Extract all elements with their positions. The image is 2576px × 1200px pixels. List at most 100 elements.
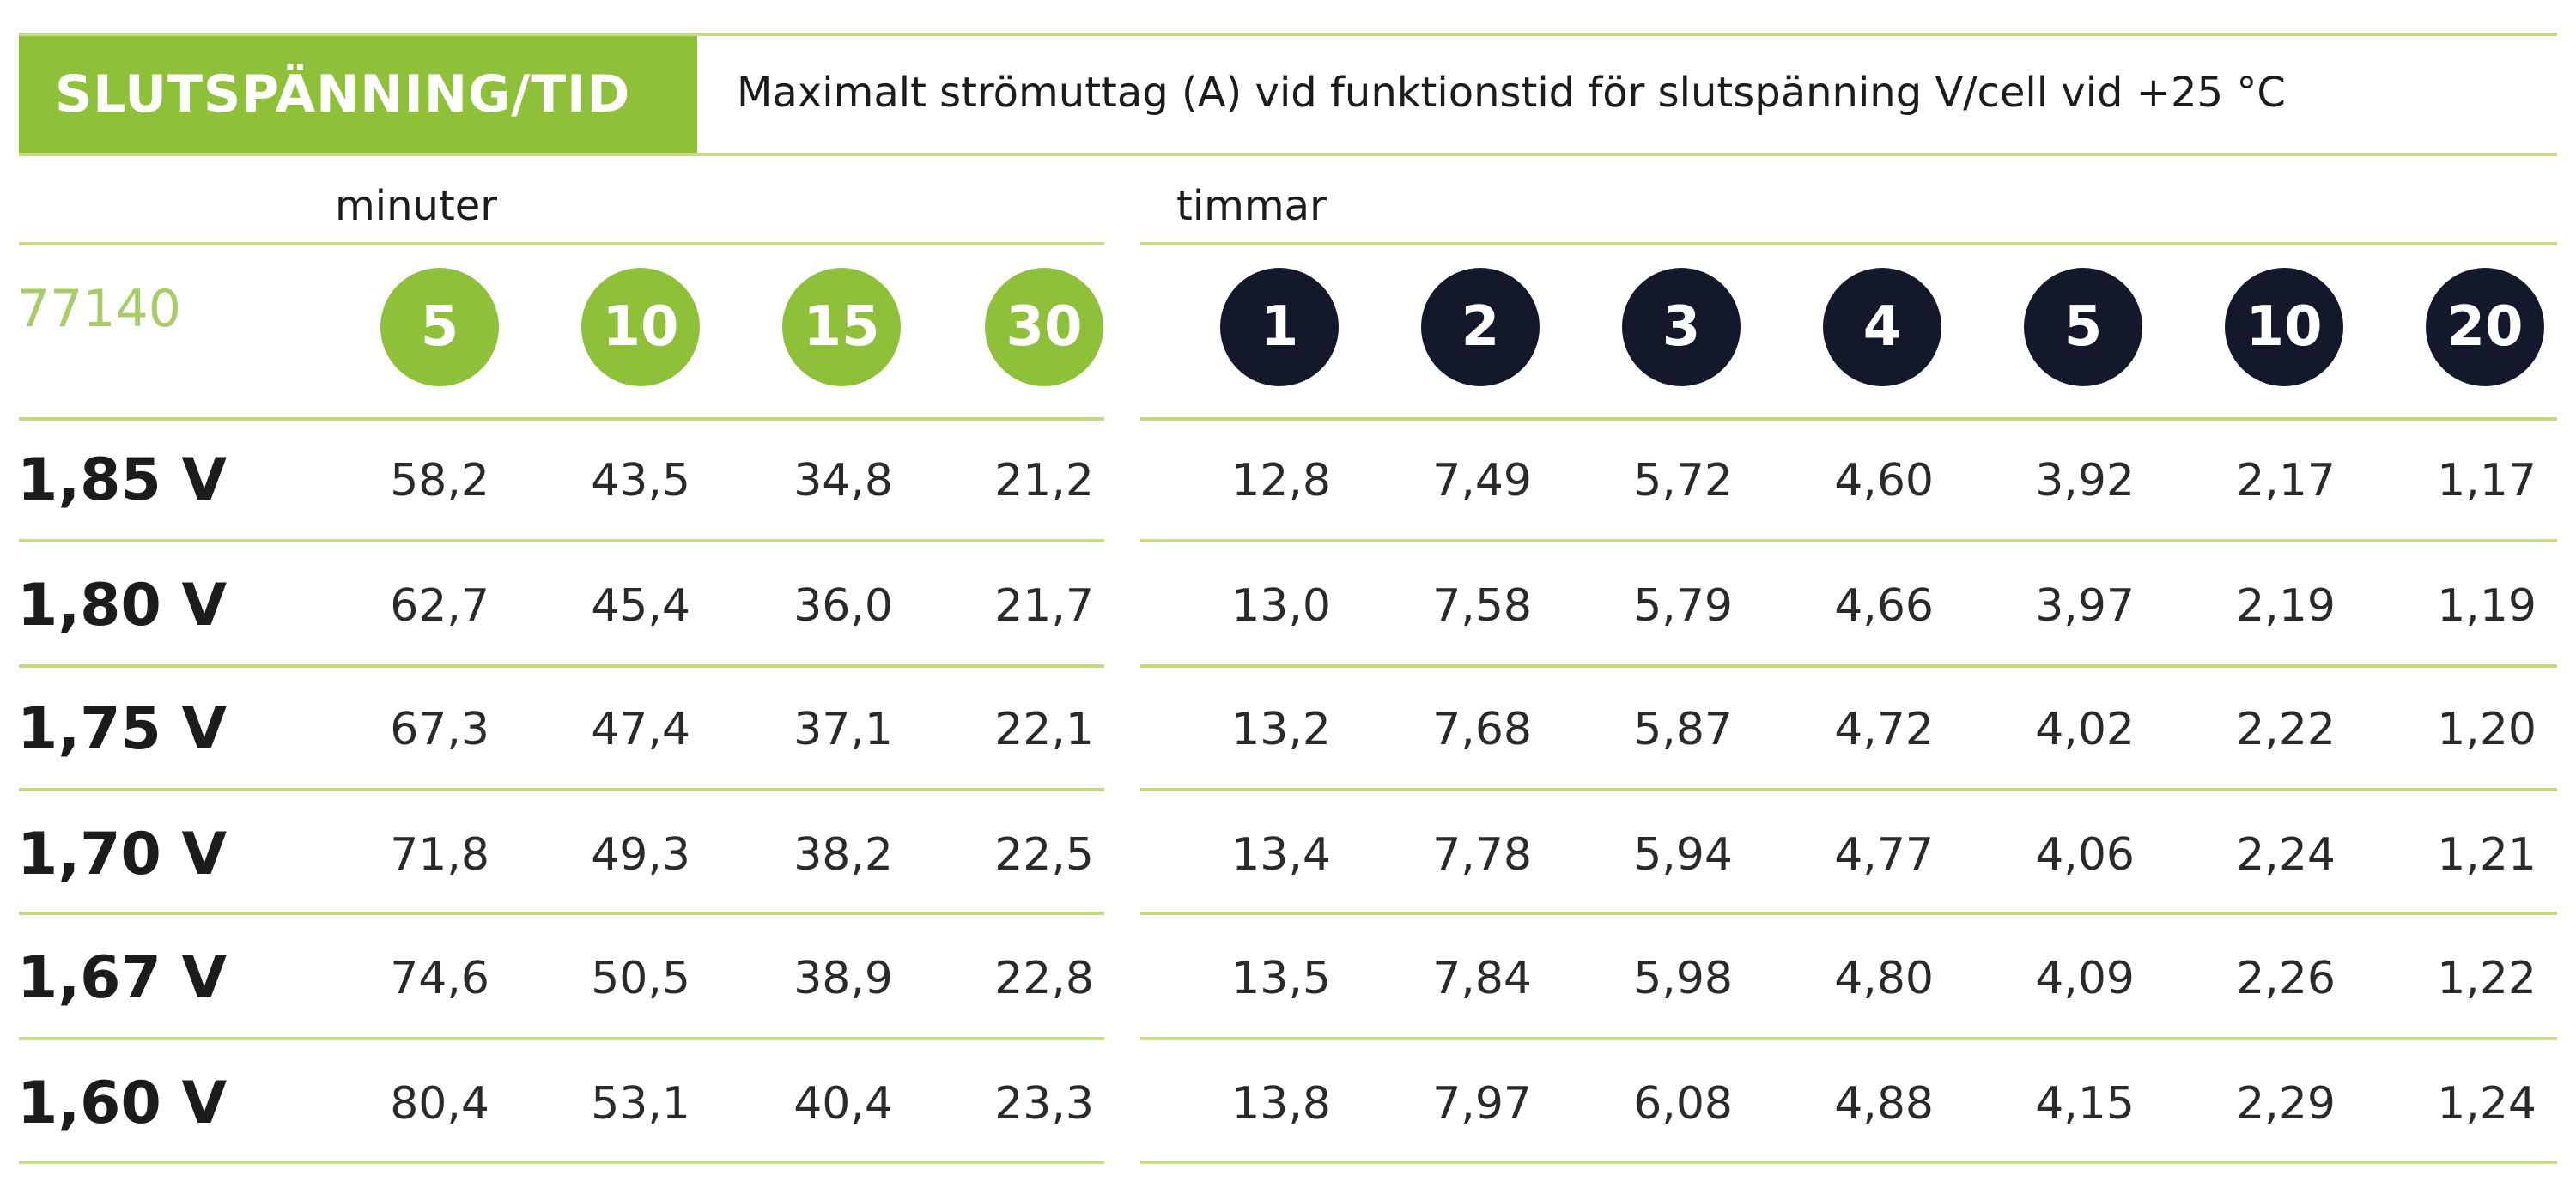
current-value-cell: 40,4 [793,1078,893,1130]
hour-column-header: 3 [1622,268,1741,386]
current-value-cell: 2,17 [2236,455,2336,506]
minutes-group-label: minuter [335,182,498,230]
current-value-cell: 6,08 [1633,1078,1733,1130]
hours-group-rule [1140,242,2557,245]
header-bottom-rule [19,153,2557,156]
voltage-row-label: 1,85 V [17,446,228,514]
current-value-cell: 45,4 [591,580,690,632]
row-rule-hours [1140,664,2557,668]
row-rule-minutes [19,1161,1104,1164]
model-number: 77140 [17,279,181,339]
hour-column-header: 20 [2426,268,2544,386]
current-value-cell: 80,4 [390,1078,489,1130]
current-value-cell: 1,22 [2437,953,2537,1004]
current-value-cell: 5,72 [1633,455,1733,506]
current-value-cell: 4,02 [2035,704,2135,755]
table-title: SLUTSPÄNNING/TID [55,64,631,124]
current-value-cell: 4,72 [1834,704,1934,755]
current-value-cell: 4,77 [1834,829,1934,881]
current-value-cell: 43,5 [591,455,690,506]
voltage-row-label: 1,70 V [17,821,228,888]
current-value-cell: 5,87 [1633,704,1733,755]
current-value-cell: 1,17 [2437,455,2537,506]
current-value-cell: 37,1 [793,704,893,755]
row-rule-hours [1140,1161,2557,1164]
current-value-cell: 1,19 [2437,580,2537,632]
hour-column-header: 1 [1220,268,1339,386]
current-value-cell: 38,2 [793,829,893,881]
current-value-cell: 4,66 [1834,580,1934,632]
minute-column-header: 30 [985,268,1103,386]
minute-column-header: 15 [782,268,901,386]
current-value-cell: 47,4 [591,704,690,755]
voltage-row-label: 1,75 V [17,695,228,763]
row-rule-hours [1140,788,2557,791]
current-value-cell: 34,8 [793,455,893,506]
current-value-cell: 2,29 [2236,1078,2336,1130]
row-rule-minutes [19,539,1104,542]
current-value-cell: 5,98 [1633,953,1733,1004]
current-value-cell: 4,06 [2035,829,2135,881]
current-value-cell: 2,24 [2236,829,2336,881]
current-value-cell: 4,60 [1834,455,1934,506]
current-value-cell: 22,5 [994,829,1094,881]
current-value-cell: 58,2 [390,455,489,506]
current-value-cell: 53,1 [591,1078,690,1130]
current-value-cell: 2,19 [2236,580,2336,632]
current-value-cell: 4,09 [2035,953,2135,1004]
minute-column-header: 5 [380,268,499,386]
voltage-row-label: 1,67 V [17,944,228,1012]
current-value-cell: 71,8 [390,829,489,881]
hour-column-header: 2 [1421,268,1540,386]
table-subtitle: Maximalt strömuttag (A) vid funktionstid… [737,69,2286,117]
current-value-cell: 7,58 [1432,580,1532,632]
minute-column-header: 10 [581,268,700,386]
row-rule-minutes [19,417,1104,421]
current-value-cell: 1,20 [2437,704,2537,755]
voltage-row-label: 1,80 V [17,572,228,639]
title-block: SLUTSPÄNNING/TID [19,36,697,153]
current-value-cell: 12,8 [1231,455,1331,506]
row-rule-hours [1140,417,2557,421]
current-value-cell: 23,3 [994,1078,1094,1130]
row-rule-hours [1140,1037,2557,1040]
row-rule-minutes [19,788,1104,791]
current-value-cell: 1,21 [2437,829,2537,881]
hour-column-header: 10 [2225,268,2343,386]
current-value-cell: 4,80 [1834,953,1934,1004]
current-value-cell: 5,94 [1633,829,1733,881]
current-value-cell: 7,78 [1432,829,1532,881]
current-value-cell: 13,5 [1231,953,1331,1004]
current-value-cell: 3,97 [2035,580,2135,632]
current-value-cell: 21,7 [994,580,1094,632]
row-rule-minutes [19,1037,1104,1040]
current-value-cell: 7,97 [1432,1078,1532,1130]
hour-column-header: 5 [2024,268,2142,386]
hours-group-label: timmar [1176,182,1327,230]
current-value-cell: 21,2 [994,455,1094,506]
current-value-cell: 2,26 [2236,953,2336,1004]
current-value-cell: 13,4 [1231,829,1331,881]
current-value-cell: 36,0 [793,580,893,632]
current-value-cell: 22,1 [994,704,1094,755]
current-value-cell: 7,49 [1432,455,1532,506]
voltage-row-label: 1,60 V [17,1070,228,1137]
row-rule-hours [1140,539,2557,542]
current-value-cell: 67,3 [390,704,489,755]
current-value-cell: 4,15 [2035,1078,2135,1130]
current-value-cell: 13,8 [1231,1078,1331,1130]
minutes-group-rule [19,242,1104,245]
current-value-cell: 3,92 [2035,455,2135,506]
current-value-cell: 13,0 [1231,580,1331,632]
current-value-cell: 1,24 [2437,1078,2537,1130]
current-value-cell: 49,3 [591,829,690,881]
row-rule-minutes [19,664,1104,668]
header-top-rule [19,33,2557,36]
current-value-cell: 62,7 [390,580,489,632]
current-value-cell: 50,5 [591,953,690,1004]
current-value-cell: 7,68 [1432,704,1532,755]
row-rule-hours [1140,912,2557,915]
current-value-cell: 22,8 [994,953,1094,1004]
hour-column-header: 4 [1823,268,1941,386]
current-value-cell: 13,2 [1231,704,1331,755]
